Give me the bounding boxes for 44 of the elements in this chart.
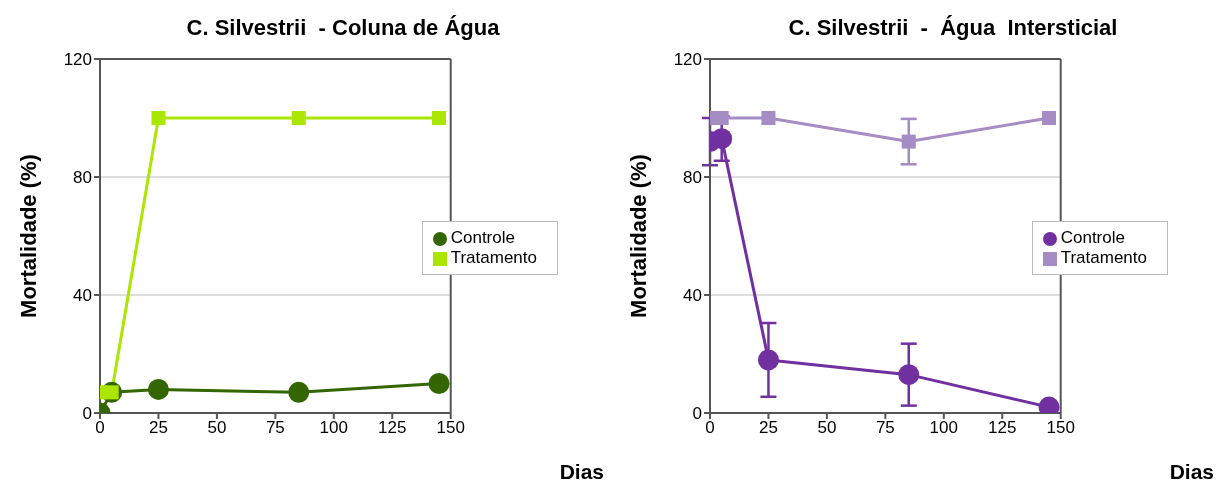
x-tick-label: 0 — [705, 418, 715, 438]
x-tick-label: 100 — [319, 418, 348, 438]
point — [147, 378, 169, 400]
x-tick-label: 150 — [1046, 418, 1075, 438]
x-tick-label: 125 — [988, 418, 1017, 438]
point — [151, 111, 166, 125]
y-tick-label: 0 — [692, 404, 702, 424]
x-axis-title: Dias — [1169, 460, 1214, 484]
point — [757, 349, 779, 371]
y-axis-title: Mortalidade (%) — [15, 154, 41, 318]
x-axis-title: Dias — [559, 460, 604, 484]
point — [898, 364, 920, 386]
x-tick-label: 25 — [758, 418, 778, 438]
x-tick-label: 75 — [265, 418, 285, 438]
x-tick-label: 25 — [148, 418, 168, 438]
x-tick-label: 50 — [207, 418, 227, 438]
legend-label: Controle — [1060, 228, 1125, 247]
x-tick-label: 100 — [929, 418, 958, 438]
x-tick-label: 0 — [95, 418, 105, 438]
legend-label: Tratamento — [1060, 248, 1147, 267]
legend-label: Controle — [450, 228, 515, 247]
x-tick-label: 75 — [875, 418, 895, 438]
point — [711, 128, 733, 150]
y-tick-label: 80 — [73, 168, 92, 188]
point — [288, 381, 310, 403]
chart-title: C. Silvestrii - Água Intersticial — [787, 14, 1119, 42]
point — [901, 134, 916, 149]
y-tick-label: 120 — [673, 50, 702, 70]
x-tick-label: 50 — [817, 418, 837, 438]
chart-title: C. Silvestrii - Coluna de Água — [185, 14, 501, 42]
y-tick-label: 120 — [63, 50, 92, 70]
legend-label: Tratamento — [450, 248, 537, 267]
x-tick-label: 150 — [436, 418, 465, 438]
point — [432, 111, 447, 125]
point — [428, 373, 450, 394]
y-tick-label: 40 — [73, 286, 92, 306]
point — [291, 111, 306, 125]
point — [1042, 111, 1057, 125]
x-tick-label: 125 — [378, 418, 407, 438]
y-tick-label: 40 — [683, 286, 702, 306]
point — [761, 111, 776, 125]
y-tick-label: 0 — [82, 404, 92, 424]
y-axis-title: Mortalidade (%) — [625, 154, 651, 318]
y-tick-label: 80 — [683, 168, 702, 188]
